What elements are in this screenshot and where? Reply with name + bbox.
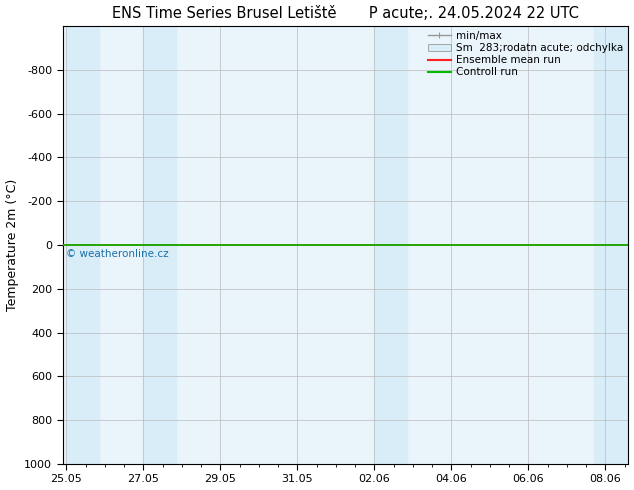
Title: ENS Time Series Brusel Letiště       P acute;. 24.05.2024 22 UTC: ENS Time Series Brusel Letiště P acute;.… <box>112 5 579 21</box>
Bar <box>374 26 407 464</box>
Y-axis label: Temperature 2m (°C): Temperature 2m (°C) <box>6 179 18 311</box>
Bar <box>67 26 99 464</box>
Legend: min/max, Sm  283;rodatn acute; odchylka, Ensemble mean run, Controll run: min/max, Sm 283;rodatn acute; odchylka, … <box>426 29 625 79</box>
Bar <box>143 26 176 464</box>
Bar <box>594 26 628 464</box>
Text: © weatheronline.cz: © weatheronline.cz <box>67 249 169 259</box>
